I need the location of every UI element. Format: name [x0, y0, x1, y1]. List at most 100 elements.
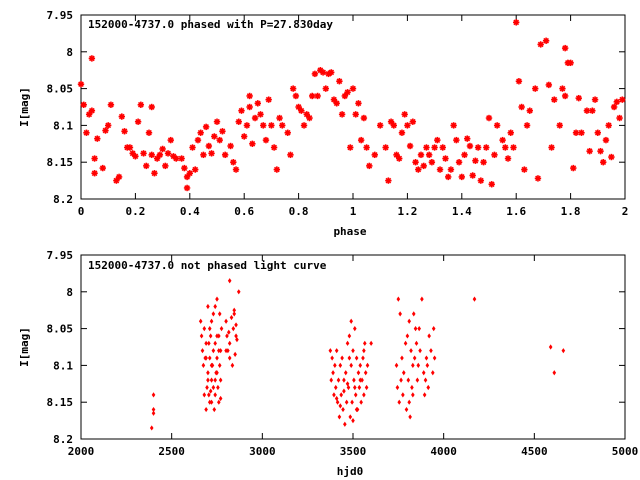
data-point	[210, 132, 219, 141]
data-point	[429, 348, 433, 354]
data-point	[487, 180, 496, 189]
data-point	[183, 183, 192, 192]
data-point	[229, 158, 238, 167]
data-point	[512, 18, 521, 27]
data-point	[180, 164, 189, 173]
data-point	[409, 348, 413, 354]
data-point	[338, 403, 343, 409]
data-point	[272, 165, 281, 174]
data-point	[333, 384, 338, 391]
data-point	[251, 114, 260, 123]
data-point	[342, 388, 346, 394]
chart-title: 152000-4737.0 phased with P=27.830day	[88, 18, 333, 31]
data-point	[395, 154, 404, 163]
data-point	[430, 370, 435, 376]
data-point	[525, 106, 534, 115]
data-point	[533, 174, 542, 183]
data-point	[431, 326, 436, 332]
data-point	[514, 77, 523, 86]
data-point	[217, 348, 221, 354]
data-point	[213, 377, 217, 383]
data-point	[202, 326, 207, 332]
y-axis-ticks: 7.95 8 8.05 8.1 8.15 8.2	[47, 9, 625, 206]
data-point	[359, 114, 368, 123]
plot-frame	[80, 254, 626, 440]
data-point	[117, 112, 126, 121]
data-point	[134, 117, 143, 126]
data-point	[185, 169, 194, 178]
data-point	[618, 95, 627, 104]
data-point	[216, 384, 220, 391]
data-point	[207, 355, 212, 361]
data-point	[406, 142, 415, 151]
data-point	[407, 399, 412, 405]
data-point	[408, 414, 412, 420]
data-point	[389, 121, 398, 130]
data-point	[202, 122, 211, 131]
data-point	[259, 121, 268, 130]
data-point	[411, 392, 415, 398]
data-point	[267, 121, 276, 130]
data-point	[278, 121, 287, 130]
data-point	[87, 106, 96, 115]
data-point	[217, 362, 222, 368]
data-point	[344, 399, 349, 405]
data-point	[338, 110, 347, 119]
data-point	[208, 388, 213, 394]
data-point	[351, 348, 355, 354]
data-point	[427, 333, 431, 339]
data-point	[403, 340, 408, 346]
data-point	[566, 58, 575, 67]
data-point	[213, 117, 221, 126]
data-point	[209, 399, 214, 405]
data-point	[313, 91, 322, 100]
data-point	[145, 128, 153, 137]
data-point	[501, 143, 510, 152]
data-point	[348, 84, 358, 93]
data-point	[211, 384, 216, 391]
x-axis-label: hjd0	[337, 465, 364, 478]
x-tick-label: 2500	[158, 445, 185, 458]
data-point	[369, 340, 373, 346]
data-point	[211, 311, 216, 317]
data-point	[438, 143, 447, 152]
data-point	[531, 84, 540, 93]
data-point	[401, 370, 406, 376]
data-point	[275, 114, 284, 123]
data-point	[217, 399, 221, 405]
data-point	[227, 355, 232, 361]
data-point	[572, 128, 581, 137]
data-point	[349, 318, 353, 324]
y-tick-label: 8.1	[53, 359, 73, 372]
y-axis-label: I[mag]	[18, 327, 31, 367]
x-tick-label: 3000	[249, 445, 276, 458]
data-point	[376, 121, 385, 130]
data-point	[328, 348, 333, 354]
data-point	[407, 318, 412, 324]
data-point	[256, 110, 265, 119]
x-axis-label: phase	[333, 225, 366, 238]
data-point	[207, 392, 211, 398]
data-point	[206, 370, 210, 376]
data-point	[427, 158, 436, 167]
data-point	[561, 348, 566, 354]
x-tick-label: 4000	[430, 445, 457, 458]
data-point	[221, 150, 230, 159]
data-point	[420, 296, 424, 302]
data-point	[484, 114, 494, 123]
data-point	[253, 99, 262, 108]
data-point	[357, 136, 366, 145]
data-point	[331, 370, 335, 376]
data-point	[593, 128, 602, 137]
data-point	[215, 333, 219, 339]
data-point	[412, 355, 417, 361]
data-point	[585, 147, 594, 156]
y-tick-label: 8.05	[47, 323, 74, 336]
data-point	[577, 128, 586, 137]
data-point	[362, 340, 367, 346]
data-point	[242, 121, 251, 130]
data-point	[430, 143, 439, 152]
data-point	[396, 296, 401, 302]
data-point	[142, 161, 151, 170]
data-point	[474, 143, 483, 152]
